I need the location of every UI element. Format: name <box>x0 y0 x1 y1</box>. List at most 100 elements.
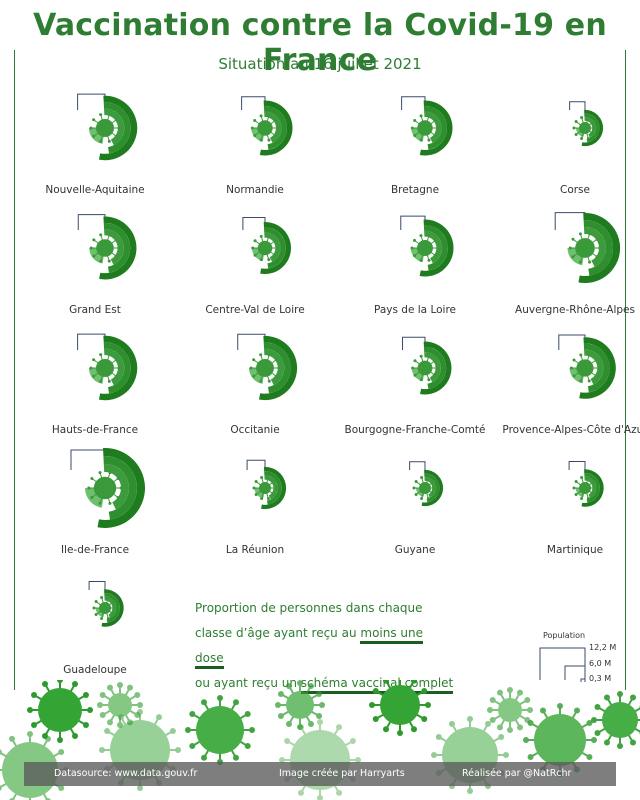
virus-decoration-tip <box>517 724 523 731</box>
footer-source: Datasource: www.data.gouv.fr <box>54 768 198 779</box>
vaccination-ring <box>419 219 454 277</box>
vaccination-ring <box>423 225 448 271</box>
region-cell: Martinique <box>505 448 640 560</box>
vaccination-ring <box>97 448 145 528</box>
virus-spike-tip <box>578 260 582 264</box>
vaccination-ring <box>263 105 288 150</box>
virus-spike-tip <box>119 486 123 490</box>
vaccination-ring <box>423 105 448 150</box>
virus-spike-tip <box>90 496 94 500</box>
virus-spike-tip <box>414 480 418 484</box>
virus-decoration-tip <box>591 717 597 723</box>
virus-decoration-tip <box>134 712 141 718</box>
virus-decoration-tip <box>58 785 65 791</box>
virus-decoration-tip <box>286 721 292 728</box>
virus-decoration-tip <box>507 687 513 693</box>
virus-decoration-body <box>108 693 132 717</box>
virus-spike-tip <box>94 612 98 616</box>
virus-spike-tip <box>114 238 118 242</box>
virus-decoration-icon <box>185 695 255 765</box>
virus-spike-tip <box>117 246 121 250</box>
virus-decoration-tip <box>72 681 78 688</box>
virus-spike-tip <box>267 138 271 142</box>
virus-spike-tip <box>572 126 576 130</box>
virus-spike-tip <box>90 476 94 480</box>
virus-spike-tip <box>597 366 601 370</box>
virus-decoration-tip <box>185 727 191 733</box>
virus-decoration-body <box>38 688 82 732</box>
virus-decoration-tip <box>349 738 356 744</box>
virus-spike-tip <box>92 118 96 122</box>
virus-decoration-tip <box>317 795 323 800</box>
virus-spike-tip <box>89 126 93 130</box>
footer-bar: Datasource: www.data.gouv.fr Image créée… <box>24 762 616 786</box>
region-glyph <box>569 101 604 147</box>
size-bracket-small <box>580 678 586 682</box>
region-glyph <box>558 334 616 399</box>
virus-spike-tip <box>114 254 118 258</box>
virus-spike-tip <box>594 358 598 362</box>
virus-spike-tip <box>253 133 257 137</box>
virus-decoration-tip <box>604 739 610 746</box>
vaccination-ring <box>98 95 138 161</box>
virus-spike-tip <box>427 114 431 118</box>
population-bracket <box>568 460 586 470</box>
virus-spike-tip <box>411 366 415 370</box>
virus-spike-tip <box>432 480 436 484</box>
virus-decoration-tip <box>99 712 106 718</box>
legend-first-dose: moins une dose <box>195 626 424 669</box>
population-bracket <box>77 214 106 230</box>
virus-spike-tip <box>89 366 93 370</box>
virus-spike-tip <box>435 366 439 370</box>
virus-spike-tip <box>276 126 280 130</box>
virus-spike-tip <box>272 492 276 496</box>
virus-decoration-tip <box>31 692 38 698</box>
virus-decoration-tip <box>497 689 503 696</box>
virus-spike-tip <box>580 476 584 480</box>
region-label: Grand Est <box>69 304 121 316</box>
virus-decoration-tip <box>72 732 78 739</box>
region-cell: Grand Est <box>25 208 165 320</box>
virus-spike-tip <box>267 353 271 357</box>
virus-spike-tip <box>259 379 263 383</box>
size-legend-brackets: 12,2 M 6,0 M 0,3 M <box>539 643 616 683</box>
virus-spike-tip <box>107 139 111 143</box>
virus-spike-tip <box>427 138 431 142</box>
virus-spike-tip <box>433 373 437 377</box>
region-glyph <box>88 580 124 627</box>
virus-decoration-tip <box>421 688 428 694</box>
population-bracket <box>77 93 106 110</box>
virus-spike-tip <box>413 119 417 123</box>
vaccination-ring <box>424 111 442 143</box>
virus-decoration-tip <box>117 722 123 728</box>
virus-spike-tip <box>112 612 116 616</box>
virus-spike-tip <box>98 471 102 475</box>
virus-decoration-icon <box>27 680 93 743</box>
virus-decoration-tip <box>57 737 63 743</box>
region-label: Hauts-de-France <box>51 424 139 436</box>
size-legend-value-2: 6,0 M <box>589 659 611 668</box>
region-cell: Nouvelle-Aquitaine <box>25 88 165 200</box>
virus-decoration-body <box>286 691 314 719</box>
vaccination-ring <box>264 232 281 262</box>
virus-decoration-tip <box>489 697 496 703</box>
virus-spike-tip <box>92 134 96 138</box>
virus-decoration-tip <box>524 717 531 723</box>
page-title: Vaccination contre la Covid-19 en France <box>33 8 607 78</box>
virus-decoration-spike <box>319 726 340 761</box>
population-bracket <box>400 215 426 230</box>
virus-decoration-tip <box>397 730 403 736</box>
virus-decoration-tip <box>317 719 323 725</box>
region-glyph <box>241 96 293 156</box>
region-glyph <box>401 96 453 156</box>
region-label: Ile-de-France <box>60 544 130 556</box>
page-subtitle: Situation au 16 juillet 2021 <box>218 55 422 73</box>
region-cell: Guadeloupe <box>25 568 165 680</box>
virus-spike-tip <box>419 234 423 238</box>
virus-body-icon <box>95 118 115 138</box>
region-label: Corse <box>559 184 590 196</box>
vaccination-ring <box>424 352 441 383</box>
virus-spike-tip <box>434 486 438 490</box>
virus-decoration-tip <box>369 702 375 708</box>
complete-scheme-wedge <box>575 128 585 137</box>
